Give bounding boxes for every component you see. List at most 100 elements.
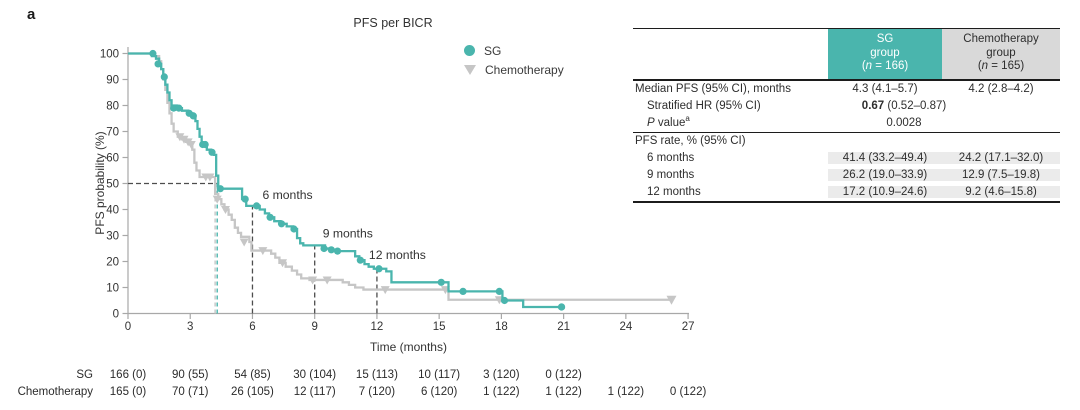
- row-label: P valuea: [647, 114, 690, 129]
- row-label: 9 months: [647, 169, 695, 181]
- milestone-annotations: 6 months 9 months 12 months: [251, 188, 426, 314]
- legend-label: SG: [484, 43, 502, 58]
- svg-text:9 months: 9 months: [323, 226, 373, 240]
- row-value-span: 0.0028: [886, 117, 922, 129]
- svg-text:0: 0: [125, 321, 131, 333]
- row-value: 26.2 (19.0–33.9): [828, 169, 942, 181]
- series-chemotherapy: [128, 52, 677, 305]
- svg-text:50: 50: [106, 178, 119, 190]
- row-label: 6 months: [647, 152, 695, 164]
- risk-count: 7 (120): [358, 386, 396, 398]
- header-line: SG: [876, 33, 894, 45]
- risk-count: 165 (0): [109, 386, 147, 398]
- legend-item-sg: SG: [464, 41, 564, 60]
- svg-text:60: 60: [106, 152, 119, 164]
- legend-label: Chemotherapy: [485, 62, 564, 77]
- svg-text:30: 30: [106, 230, 119, 242]
- axes: [127, 47, 689, 315]
- censor-marks-sg: [149, 49, 566, 311]
- table-divider: [633, 131, 1060, 133]
- row-value: 12.9 (7.5–19.8): [942, 169, 1060, 181]
- tick-labels: 0 10 20 30 40 50 60 70 80 90 100 0 3 6 9 12 15 18 21 24 27: [100, 48, 695, 333]
- risk-count: 1 (122): [545, 386, 582, 398]
- summary-table-row: 6 months 41.4 (33.2–49.4) 24.2 (17.1–32.0): [633, 150, 1060, 167]
- summary-table-row: Stratified HR (95% CI) 0.67 (0.52–0.87): [633, 98, 1060, 115]
- header-line: (n = 165): [977, 60, 1025, 72]
- svg-text:21: 21: [557, 321, 570, 333]
- svg-text:40: 40: [106, 204, 119, 216]
- svg-text:80: 80: [106, 100, 119, 112]
- risk-count: 6 (120): [420, 386, 458, 398]
- risk-count: 1 (122): [607, 386, 645, 398]
- tick-marks: [122, 52, 689, 319]
- risk-count: 1 (122): [483, 386, 520, 398]
- summary-table: SG group (n = 166) Chemotherapy group (n = 16…: [633, 28, 1060, 203]
- svg-text:10: 10: [106, 282, 119, 294]
- risk-count: 10 (117): [418, 369, 461, 381]
- censor-marks-chemotherapy: [175, 133, 504, 305]
- row-value-span: 0.67 (0.52–0.87): [861, 100, 947, 112]
- row-value: 17.2 (10.9–24.6): [828, 186, 942, 198]
- group-column-header-1: Chemotherapy group (n = 165): [942, 29, 1060, 79]
- row-value: 41.4 (33.2–49.4): [828, 152, 942, 164]
- header-line: Chemotherapy: [963, 33, 1039, 45]
- row-value: 24.2 (17.1–32.0): [942, 152, 1060, 164]
- risk-count: 54 (85): [234, 369, 271, 381]
- header-line: group: [986, 46, 1016, 59]
- risk-count: 0 (122): [545, 369, 582, 381]
- risk-count: 30 (104): [293, 369, 337, 381]
- risk-count: 3 (120): [483, 369, 520, 381]
- risk-count: 90 (55): [172, 369, 209, 381]
- legend-item-chemotherapy: Chemotherapy: [464, 60, 564, 79]
- legend-triangle-icon: [464, 64, 476, 75]
- summary-table-row: Median PFS (95% CI), months 4.3 (4.1–5.7)…: [633, 81, 1060, 98]
- risk-count: 166 (0): [109, 369, 147, 381]
- risk-row-label-chemotherapy: Chemotherapy: [17, 386, 93, 398]
- svg-text:3: 3: [187, 321, 193, 333]
- summary-table-row: 12 months 17.2 (10.9–24.6) 9.2 (4.6–15.8): [633, 184, 1060, 201]
- svg-text:6: 6: [249, 321, 255, 333]
- svg-text:12: 12: [371, 321, 384, 333]
- row-label: 12 months: [647, 186, 701, 198]
- svg-text:0: 0: [113, 308, 119, 320]
- summary-table-row: 9 months 26.2 (19.0–33.9) 12.9 (7.5–19.8): [633, 167, 1060, 184]
- row-label: PFS rate, % (95% CI): [635, 135, 746, 147]
- median-annotation-lines: [128, 182, 218, 314]
- legend-circle-icon: [464, 45, 475, 56]
- summary-table-row: PFS rate, % (95% CI): [633, 133, 1060, 150]
- row-value: 4.2 (2.8–4.2): [968, 83, 1034, 95]
- svg-text:90: 90: [106, 74, 119, 86]
- risk-count: 0 (122): [669, 386, 707, 398]
- risk-count: 15 (113): [355, 369, 398, 381]
- risk-row-label-sg: SG: [76, 369, 93, 381]
- svg-text:20: 20: [106, 256, 119, 268]
- svg-text:100: 100: [100, 48, 119, 60]
- summary-table-header: SG group (n = 166) Chemotherapy group (n = 16…: [633, 29, 1060, 81]
- row-value: 9.2 (4.6–15.8): [942, 186, 1060, 198]
- x-axis-label: Time (months): [370, 340, 447, 354]
- svg-text:9: 9: [311, 321, 317, 333]
- row-value: 4.3 (4.1–5.7): [852, 83, 918, 95]
- panel-label: a: [27, 6, 36, 23]
- svg-text:15: 15: [433, 321, 446, 333]
- chart-legend: SG Chemotherapy: [464, 41, 564, 79]
- number-at-risk-table: SG 166 (0) 90 (55) 54 (85) 30 (104) 15 (113) 1…: [0, 365, 760, 410]
- svg-text:18: 18: [495, 321, 508, 333]
- row-label: Median PFS (95% CI), months: [635, 83, 791, 95]
- svg-text:70: 70: [106, 126, 119, 138]
- risk-count: 12 (117): [293, 386, 336, 398]
- risk-count: 70 (71): [172, 386, 209, 398]
- header-line: (n = 166): [861, 60, 909, 72]
- svg-text:6 months: 6 months: [262, 188, 312, 202]
- row-label: Stratified HR (95% CI): [647, 100, 761, 112]
- risk-count: 26 (105): [231, 386, 274, 398]
- group-column-header-0: SG group (n = 166): [828, 29, 942, 79]
- series-sg: [128, 49, 566, 311]
- svg-text:27: 27: [682, 321, 695, 333]
- summary-table-row: P valuea 0.0028: [633, 115, 1060, 132]
- y-axis-label: PFS probability (%): [93, 131, 107, 235]
- header-line: group: [870, 46, 900, 59]
- svg-text:24: 24: [619, 321, 632, 333]
- footnote-marker: a: [685, 114, 690, 124]
